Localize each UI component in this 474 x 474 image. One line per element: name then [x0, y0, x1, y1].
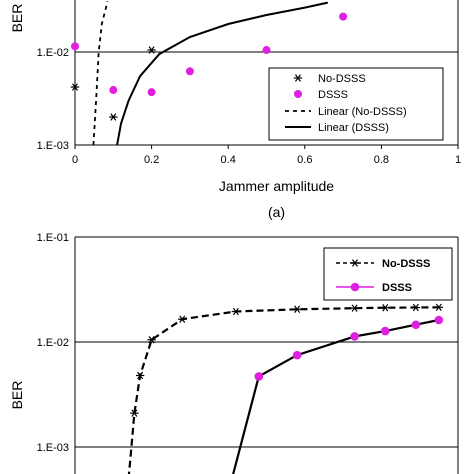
x-tick-label: 0.4 — [221, 154, 236, 166]
data-point-no-dsss-stroke — [72, 83, 78, 91]
data-point-dsss — [71, 42, 79, 51]
legend-marker-no-dsss-stroke — [352, 259, 358, 267]
legend-box — [323, 247, 453, 301]
legend-label: No-DSSS — [382, 258, 430, 270]
data-point-no-dsss — [350, 304, 359, 312]
data-point-no-dsss — [135, 371, 145, 380]
data-point-no-dsss — [411, 303, 421, 312]
data-point-no-dsss-stroke — [137, 371, 144, 380]
data-point-no-dsss-stroke — [110, 113, 117, 121]
y-axis-label: BER — [9, 4, 25, 33]
data-point-no-dsss — [109, 113, 118, 121]
legend: No-DSSS DSSS — [323, 247, 453, 301]
data-point-no-dsss — [381, 304, 390, 312]
data-point-dsss — [262, 46, 271, 55]
data-point-dsss — [147, 88, 156, 97]
data-point-no-dsss — [147, 336, 156, 344]
data-point-no-dsss-stroke — [232, 307, 239, 316]
data-point-no-dsss — [178, 315, 187, 323]
series-line-linear-dsss- — [116, 1, 329, 146]
chart-panel-a: 0 0.2 0.4 0.6 0.8 1 1.E-03 1.E-02 Jammer amplitu… — [9, 0, 461, 220]
legend-label: DSSS — [382, 282, 412, 294]
data-point-dsss — [380, 326, 390, 336]
data-point-no-dsss — [147, 46, 156, 54]
y-tick-label: 1.E-03 — [37, 442, 69, 454]
data-point-no-dsss-stroke — [148, 336, 155, 344]
chart-panel-b: 1.E-01 1.E-02 1.E-03 BER No-DSSS DSSS — [9, 232, 459, 474]
data-point-dsss — [254, 372, 264, 381]
data-point-no-dsss-stroke — [179, 315, 186, 323]
legend-label: Linear (DSSS) — [318, 122, 389, 134]
data-point-no-dsss-stroke — [148, 46, 155, 54]
data-point-dsss — [292, 350, 302, 360]
x-axis-label: Jammer amplitude — [219, 178, 334, 194]
data-point-no-dsss-stroke — [294, 305, 301, 313]
data-point-no-dsss-stroke — [131, 409, 138, 417]
y-axis-label: BER — [9, 381, 25, 410]
y-tick-label: 1.E-01 — [37, 232, 69, 244]
data-point-dsss — [434, 315, 444, 325]
series-line-dsss — [232, 318, 440, 474]
data-point-no-dsss-stroke — [382, 304, 389, 312]
y-tick-label: 1.E-02 — [37, 47, 69, 59]
data-point-dsss — [411, 320, 421, 330]
data-point-dsss — [350, 332, 359, 341]
x-tick-label: 0.2 — [144, 154, 159, 166]
panel-label: (a) — [268, 204, 285, 220]
x-tick-label: 0 — [72, 154, 78, 166]
data-point-no-dsss — [231, 307, 241, 316]
legend-marker-dsss — [294, 90, 302, 98]
data-point-dsss — [185, 67, 194, 76]
data-point-no-dsss — [434, 303, 444, 312]
x-tick-label: 0.6 — [297, 154, 312, 166]
data-point-no-dsss — [130, 409, 139, 417]
legend-marker-no-dsss — [350, 259, 360, 267]
data-point-dsss — [109, 86, 118, 95]
data-point-no-dsss-stroke — [412, 303, 419, 312]
legend-label: Linear (No-DSSS) — [318, 106, 407, 118]
data-point-no-dsss — [292, 305, 302, 313]
legend: No-DSSS DSSS Linear (No-DSSS) Linear (DSSS) — [268, 67, 444, 141]
legend-marker-no-dsss — [293, 74, 303, 82]
data-point-no-dsss-stroke — [351, 304, 358, 312]
data-point-no-dsss — [70, 83, 80, 91]
legend-label: DSSS — [318, 89, 348, 101]
legend-marker-dsss — [350, 282, 360, 292]
x-tick-label: 0.8 — [374, 154, 389, 166]
series-line-no-dsss — [127, 306, 439, 474]
series-line-linear-no-dsss- — [92, 1, 109, 146]
x-tick-label: 1 — [455, 154, 461, 166]
y-tick-label: 1.E-03 — [37, 140, 69, 152]
legend-marker-no-dsss-stroke — [295, 74, 301, 82]
y-tick-label: 1.E-02 — [37, 337, 69, 349]
data-point-no-dsss-stroke — [435, 303, 442, 312]
legend-label: No-DSSS — [318, 73, 366, 85]
data-point-dsss — [339, 12, 348, 21]
